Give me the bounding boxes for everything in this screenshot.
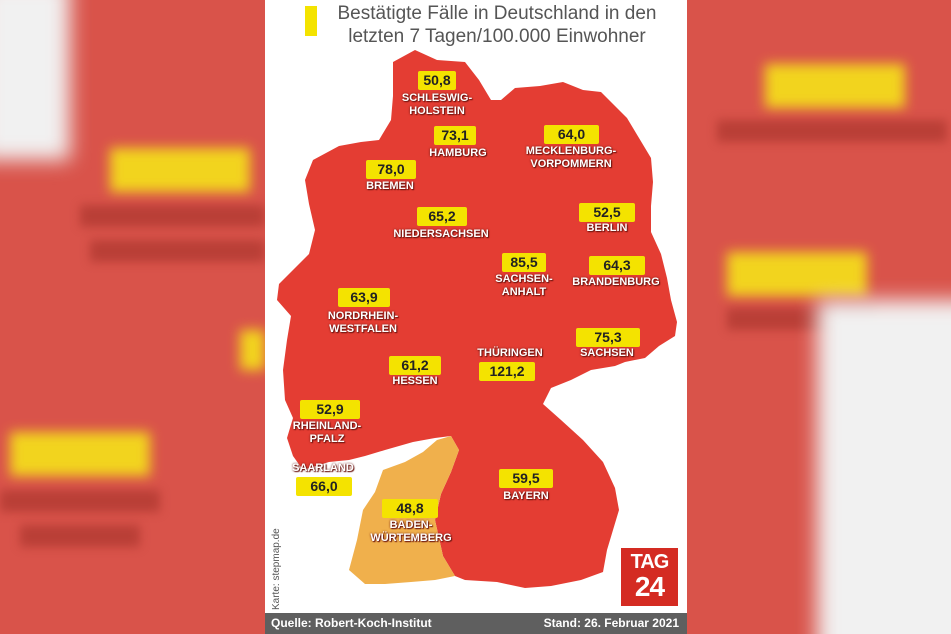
value-thueringen: 121,2 bbox=[479, 362, 535, 381]
footer-bar: Quelle: Robert-Koch-Institut Stand: 26. … bbox=[265, 613, 687, 634]
value-hessen: 61,2 bbox=[389, 356, 441, 375]
label-bremen: BREMEN bbox=[366, 180, 414, 192]
blurred-label bbox=[80, 205, 265, 227]
germany-high-region bbox=[277, 50, 677, 588]
value-niedersachsen: 65,2 bbox=[417, 207, 467, 226]
blurred-sea-area bbox=[0, 0, 70, 160]
source-text: Quelle: Robert-Koch-Institut bbox=[271, 616, 432, 630]
label-saarland: SAARLAND bbox=[292, 462, 354, 474]
map-title: Bestätigte Fälle in Deutschland in den l… bbox=[337, 3, 657, 47]
value-sachsen: 75,3 bbox=[576, 328, 640, 347]
value-sachsen-anhalt: 85,5 bbox=[502, 253, 546, 272]
blurred-value-box bbox=[765, 64, 905, 108]
label-hamburg: HAMBURG bbox=[429, 147, 487, 159]
blurred-label bbox=[0, 490, 160, 512]
label-hessen: HESSEN bbox=[392, 375, 438, 387]
blurred-value-box bbox=[727, 252, 867, 296]
label-bayern: BAYERN bbox=[503, 490, 549, 502]
blurred-value-box bbox=[10, 432, 150, 476]
map-card: Bestätigte Fälle in Deutschland in den l… bbox=[265, 0, 687, 634]
label-sachsen-anhalt: SACHSEN- ANHALT bbox=[495, 273, 553, 298]
value-mecklenburg-vorpommern: 64,0 bbox=[544, 125, 599, 144]
value-bremen: 78,0 bbox=[366, 160, 416, 179]
label-mecklenburg-vorpommern: MECKLENBURG- VORPOMMERN bbox=[525, 145, 617, 170]
logo-line-2: 24 bbox=[634, 571, 665, 602]
label-brandenburg: BRANDENBURG bbox=[572, 276, 660, 288]
value-saarland: 66,0 bbox=[296, 477, 352, 496]
blurred-label bbox=[20, 525, 140, 547]
map-credit: Karte: stepmap.de bbox=[271, 528, 282, 610]
blurred-label bbox=[90, 240, 265, 262]
label-berlin: BERLIN bbox=[586, 222, 628, 234]
label-nordrhein-westfalen: NORDRHEIN- WESTFALEN bbox=[327, 310, 399, 335]
blurred-label bbox=[717, 120, 947, 142]
label-schleswig-holstein: SCHLESWIG- HOLSTEIN bbox=[401, 92, 473, 117]
value-bayern: 59,5 bbox=[499, 469, 553, 488]
value-nordrhein-westfalen: 63,9 bbox=[338, 288, 390, 307]
title-accent-bar bbox=[305, 6, 317, 36]
value-hamburg: 73,1 bbox=[434, 126, 476, 145]
value-baden-wuerttemberg: 48,8 bbox=[382, 499, 438, 518]
blurred-white-area bbox=[817, 300, 951, 634]
date-text: Stand: 26. Februar 2021 bbox=[543, 616, 679, 630]
blurred-background-left bbox=[0, 0, 265, 634]
label-niedersachsen: NIEDERSACHSEN bbox=[393, 228, 489, 240]
label-sachsen: SACHSEN bbox=[580, 347, 634, 359]
value-schleswig-holstein: 50,8 bbox=[418, 71, 456, 90]
blurred-value-box bbox=[240, 330, 265, 370]
value-berlin: 52,5 bbox=[579, 203, 635, 222]
label-baden-wuerttemberg: BADEN- WÜRTEMBERG bbox=[370, 519, 452, 544]
logo-line-1: TAG bbox=[630, 551, 670, 573]
tag24-logo: TAG 24 bbox=[621, 548, 678, 606]
blurred-background-right bbox=[687, 0, 951, 634]
label-thueringen: THÜRINGEN bbox=[477, 347, 543, 359]
value-rheinland-pfalz: 52,9 bbox=[300, 400, 360, 419]
value-brandenburg: 64,3 bbox=[589, 256, 645, 275]
label-rheinland-pfalz: RHEINLAND- PFALZ bbox=[292, 420, 362, 445]
blurred-value-box bbox=[110, 148, 250, 192]
